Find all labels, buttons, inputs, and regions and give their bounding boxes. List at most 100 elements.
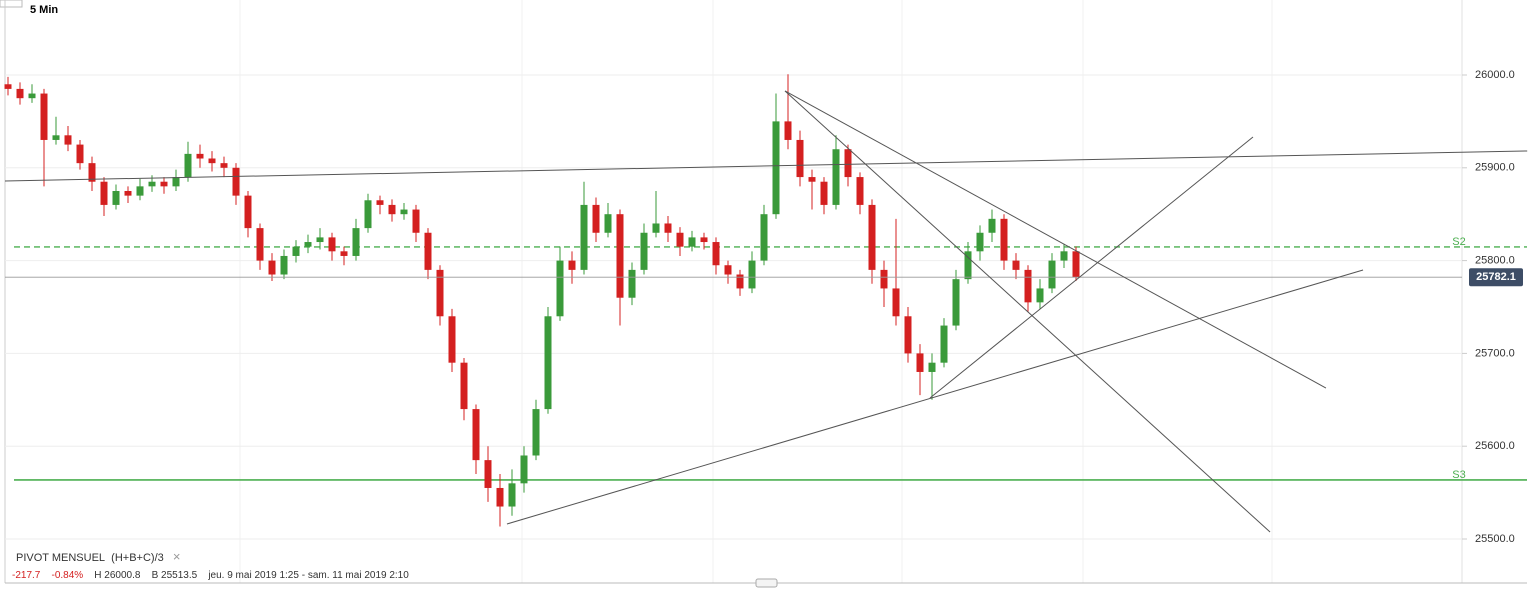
candle-body — [784, 121, 792, 140]
candle-body — [964, 251, 972, 280]
trend-line — [784, 90, 1271, 533]
candle-body — [40, 93, 48, 140]
candle-body — [208, 158, 216, 164]
candle-body — [856, 177, 864, 205]
interval-box[interactable] — [0, 0, 23, 8]
candle-body — [892, 288, 900, 317]
candle-body — [388, 204, 396, 215]
candle-body — [808, 177, 816, 182]
y-tick-label: 25900.0 — [1475, 162, 1515, 174]
candle-body — [820, 181, 828, 205]
candle-body — [1060, 251, 1068, 261]
candle-body — [160, 181, 168, 187]
candle-body — [460, 362, 468, 410]
candle-body — [664, 223, 672, 233]
candle-body — [64, 135, 72, 145]
candle-body — [352, 228, 360, 256]
candle-body — [556, 260, 564, 317]
trend-line — [929, 136, 1254, 399]
candle-body — [136, 186, 144, 196]
candle-body — [328, 237, 336, 252]
candle-body — [592, 204, 600, 233]
high: H 26000.8 — [94, 570, 141, 581]
candle-body — [124, 190, 132, 196]
indicator-legend: PIVOT MENSUEL (H+B+C)/3 × — [16, 549, 181, 564]
candle-body — [376, 200, 384, 205]
y-tick-label: 25600.0 — [1475, 440, 1515, 452]
candle-body — [28, 93, 36, 99]
candle-body — [532, 409, 540, 456]
candle-body — [484, 460, 492, 488]
y-tick-label: 26000.0 — [1475, 69, 1515, 81]
low: B 25513.5 — [151, 570, 198, 581]
candle-body — [1072, 251, 1080, 278]
candle-body — [676, 232, 684, 247]
candle-body — [988, 218, 996, 233]
candle-body — [832, 149, 840, 205]
candle-body — [844, 149, 852, 178]
candle-body — [184, 153, 192, 178]
candle-body — [580, 204, 588, 270]
candle-body — [472, 409, 480, 461]
candle-body — [916, 353, 924, 372]
close-button[interactable]: × — [172, 549, 181, 564]
candle-body — [628, 269, 636, 298]
candle-body — [268, 260, 276, 275]
y-tick-label: 25500.0 — [1475, 533, 1515, 545]
candle-body — [772, 121, 780, 215]
candle-body — [52, 135, 60, 140]
candle-body — [292, 246, 300, 256]
candle-body — [700, 237, 708, 243]
candle-body — [340, 251, 348, 256]
candle-body — [1000, 218, 1008, 261]
candle-body — [508, 483, 516, 507]
candle-body — [448, 316, 456, 363]
change: -217.7 — [12, 570, 41, 581]
candle-body — [100, 181, 108, 205]
candle-body — [760, 214, 768, 261]
date-range: jeu. 9 mai 2019 1:25 - sam. 11 mai 2019 … — [208, 570, 409, 581]
candle-body — [112, 190, 120, 205]
candle-body — [220, 163, 228, 168]
candle-body — [868, 204, 876, 270]
candle-body — [880, 269, 888, 289]
indicator-name: PIVOT MENSUEL — [16, 552, 106, 564]
interval-label[interactable]: 5 Min — [30, 4, 58, 16]
trend-line — [4, 150, 1528, 182]
candle-body — [412, 209, 420, 233]
candle-body — [16, 88, 24, 99]
candle-body — [424, 232, 432, 270]
candle-body — [172, 177, 180, 187]
candle-body — [748, 260, 756, 289]
candle-body — [196, 153, 204, 159]
last-price-label: 25782.1 — [1476, 271, 1516, 283]
candle-body — [256, 228, 264, 261]
candle-body — [928, 362, 936, 372]
candle-body — [436, 269, 444, 317]
indicator-formula: (H+B+C)/3 — [111, 552, 164, 564]
candle-body — [1048, 260, 1056, 289]
y-tick-label: 25700.0 — [1475, 347, 1515, 359]
pivot-label: S2 — [1452, 236, 1465, 248]
candle-body — [640, 232, 648, 270]
candle-body — [88, 163, 96, 182]
candle-body — [304, 242, 312, 247]
candle-body — [316, 237, 324, 243]
candle-body — [688, 237, 696, 247]
candle-body — [400, 209, 408, 215]
candle-body — [364, 200, 372, 229]
candle-body — [796, 139, 804, 178]
last-price-box — [1469, 268, 1523, 287]
stats-row: -217.7 -0.84% H 26000.8 B 25513.5 jeu. 9… — [12, 570, 409, 581]
scroll-handle[interactable] — [755, 578, 778, 588]
candle-body — [232, 167, 240, 196]
candles — [4, 74, 1080, 527]
candle-body — [712, 242, 720, 266]
candle-body — [496, 487, 504, 507]
candle-body — [736, 274, 744, 289]
candle-body — [4, 84, 12, 89]
candle-body — [544, 316, 552, 410]
y-tick-label: 25800.0 — [1475, 255, 1515, 267]
